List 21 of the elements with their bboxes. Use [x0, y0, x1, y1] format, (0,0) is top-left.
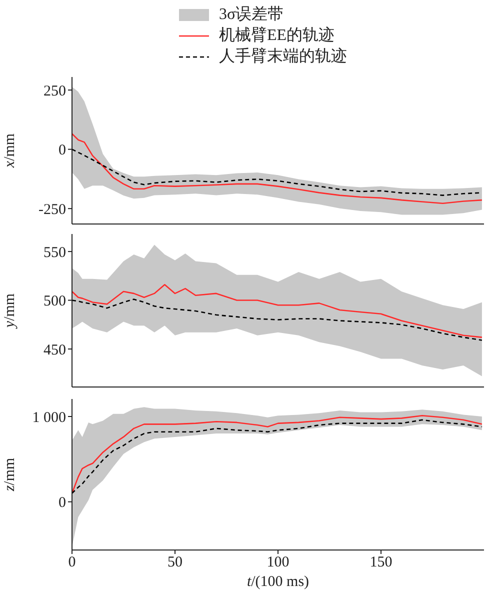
- x-tick-label: 150: [370, 554, 392, 571]
- y-tick-label: 450: [44, 342, 66, 358]
- y-axis-title: y/mm: [2, 293, 18, 330]
- y-tick-label: 500: [44, 294, 66, 310]
- y-axis-title: x/mm: [2, 133, 18, 169]
- x-tick-label: 100: [266, 554, 290, 571]
- line-series: [72, 298, 483, 341]
- legend-label: 机械臂EE的轨迹: [219, 26, 335, 46]
- x-axis-title: t/(100 ms): [246, 574, 310, 590]
- line-series: [72, 133, 483, 204]
- y-tick-label: 0: [58, 495, 66, 512]
- y-tick-label: -250: [38, 202, 66, 218]
- legend-label: 人手臂末端的轨迹: [219, 46, 347, 67]
- y-tick-label: 0: [58, 142, 66, 159]
- y-tick-label: 550: [44, 244, 66, 261]
- y-tick-label: 1 000: [32, 410, 66, 426]
- y-tick-label: 250: [44, 83, 66, 100]
- line-series: [72, 284, 483, 338]
- text: 3σ误差带: [219, 4, 284, 25]
- x-tick-label: 50: [168, 554, 182, 571]
- y-axis-title: z/mm: [2, 458, 18, 492]
